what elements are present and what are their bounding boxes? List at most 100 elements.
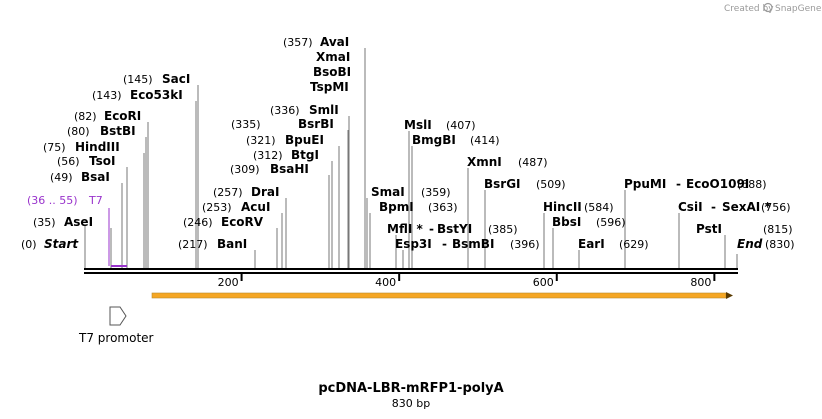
msli-site-label[interactable]: MslI [404, 118, 432, 132]
bsrbi-position-label: (335) [231, 118, 261, 131]
ppumi-pair-separator: - [676, 177, 681, 191]
bani-site-label[interactable]: BanI [217, 237, 247, 251]
bsahi-position-label: (309) [230, 163, 260, 176]
avai-position-label: (357) [283, 36, 313, 49]
esp3i-site-label[interactable]: Esp3I [395, 237, 432, 251]
t7-primer[interactable]: (36 .. 55) T7 [27, 194, 103, 207]
bbsi-site-label[interactable]: BbsI [552, 215, 581, 229]
bpuei-site-label[interactable]: BpuEI [285, 133, 324, 147]
ruler-label-600: 600 [533, 276, 554, 289]
start-label: Start [44, 237, 79, 251]
bsahi-site-label[interactable]: BsaHI [270, 162, 309, 176]
ecori-site-label[interactable]: EcoRI [104, 109, 141, 123]
snapgene-credit: Created by SnapGene [724, 2, 822, 14]
ppumi-pair-label[interactable]: EcoO109I [686, 177, 749, 191]
smai-site-label[interactable]: SmaI [371, 185, 405, 199]
asei-site-label[interactable]: AseI [64, 215, 93, 229]
drai-site-label[interactable]: DraI [251, 185, 279, 199]
mfli-position-label: (385) [488, 223, 518, 236]
plasmid-name: pcDNA-LBR-mRFP1-polyA [318, 381, 503, 396]
btgi-site-label[interactable]: BtgI [291, 148, 319, 162]
smai-position-label: (359) [421, 186, 451, 199]
saci-site-label[interactable]: SacI [162, 72, 190, 86]
esp3i-pair-separator: - [442, 237, 447, 251]
xmni-site-label[interactable]: XmnI [467, 155, 502, 169]
ppumi-site-label[interactable]: PpuMI [624, 177, 666, 191]
bsrgi-position-label: (509) [536, 178, 566, 191]
csii-site-label[interactable]: CsiI [678, 200, 703, 214]
xmni-position-label: (487) [518, 156, 548, 169]
hindiii-site-label[interactable]: HindIII [75, 140, 120, 154]
tsoi-position-label: (56) [57, 155, 80, 168]
csii-pair-label[interactable]: SexAI * [722, 200, 771, 214]
bsai-position-label: (49) [50, 171, 73, 184]
saci-position-label: (145) [123, 73, 153, 86]
eco53ki-site-label[interactable]: Eco53kI [130, 88, 183, 102]
orf-arrow[interactable] [151, 292, 733, 299]
avai-isoschizomer-tspmi[interactable]: TspMI [310, 80, 349, 94]
bstbi-site-label[interactable]: BstBI [100, 124, 136, 138]
bpuei-position-label: (321) [246, 134, 276, 147]
asei-position-label: (35) [33, 216, 56, 229]
csii-pair-separator: - [711, 200, 716, 214]
orf-arrow-body[interactable] [151, 292, 727, 299]
bpmi-site-label[interactable]: BpmI [379, 200, 414, 214]
drai-position-label: (257) [213, 186, 243, 199]
mfli-pair-separator: - [429, 222, 434, 236]
bpmi-position-label: (363) [428, 201, 458, 214]
t7-promoter-label: T7 promoter [78, 331, 154, 345]
end-label: End [737, 237, 763, 251]
csii-position-label: (756) [761, 201, 791, 214]
sequence-ruler: 200 400 600 800 [218, 273, 716, 289]
btgi-position-label: (312) [253, 149, 283, 162]
mfli-pair-label[interactable]: BstYI [437, 222, 472, 236]
hincii-site-label[interactable]: HincII [543, 200, 582, 214]
bsrbi-site-label[interactable]: BsrBI [298, 117, 334, 131]
avai-site-label[interactable]: AvaI [320, 35, 349, 49]
start-position-label: (0) [21, 238, 37, 251]
eari-position-label: (629) [619, 238, 649, 251]
credit-brand: SnapGene [775, 4, 822, 14]
avai-isoschizomer-xmai[interactable]: XmaI [316, 50, 350, 64]
t7-promoter-feature[interactable]: T7 promoter [78, 306, 154, 345]
mfli-site-label[interactable]: MflI * [387, 222, 423, 236]
ruler-label-200: 200 [218, 276, 239, 289]
credit-text: Created by [724, 4, 774, 14]
ppumi-position-label: (688) [737, 178, 767, 191]
map-title-block: pcDNA-LBR-mRFP1-polyA 830 bp [318, 381, 503, 410]
t7-primer-range-label: (36 .. 55) [27, 194, 78, 207]
bbsi-position-label: (596) [596, 216, 626, 229]
dna-backbone [84, 268, 738, 274]
bani-position-label: (217) [178, 238, 208, 251]
esp3i-pair-label[interactable]: BsmBI [452, 237, 494, 251]
bsai-site-label[interactable]: BsaI [81, 170, 110, 184]
esp3i-position-label: (396) [510, 238, 540, 251]
avai-isoschizomer-bsobi[interactable]: BsoBI [313, 65, 351, 79]
eco53ki-position-label: (143) [92, 89, 122, 102]
snapgene-logo-icon [763, 2, 773, 13]
ecorv-position-label: (246) [183, 216, 213, 229]
acui-site-label[interactable]: AcuI [241, 200, 270, 214]
ruler-label-400: 400 [375, 276, 396, 289]
eari-site-label[interactable]: EarI [578, 237, 605, 251]
acui-position-label: (253) [202, 201, 232, 214]
psti-position-label: (815) [763, 223, 793, 236]
promoter-arrow-icon[interactable] [109, 306, 127, 326]
smli-site-label[interactable]: SmlI [309, 103, 339, 117]
site-marker-lines [84, 48, 738, 268]
plasmid-length: 830 bp [392, 397, 430, 410]
tsoi-site-label[interactable]: TsoI [89, 154, 115, 168]
t7-primer-name-label[interactable]: T7 [88, 194, 103, 207]
site-labels: (35) AseI (49) BsaI(56) TsoI (75) HindIII (80) B… [21, 35, 795, 251]
hindiii-position-label: (75) [43, 141, 66, 154]
orf-arrowhead-icon [726, 292, 733, 299]
ruler-label-800: 800 [690, 276, 711, 289]
bmgbi-site-label[interactable]: BmgBI [412, 133, 456, 147]
hincii-position-label: (584) [584, 201, 614, 214]
psti-site-label[interactable]: PstI [696, 222, 722, 236]
bstbi-position-label: (80) [67, 125, 90, 138]
bsrgi-site-label[interactable]: BsrGI [484, 177, 521, 191]
smli-position-label: (336) [270, 104, 300, 117]
ecorv-site-label[interactable]: EcoRV [221, 215, 264, 229]
